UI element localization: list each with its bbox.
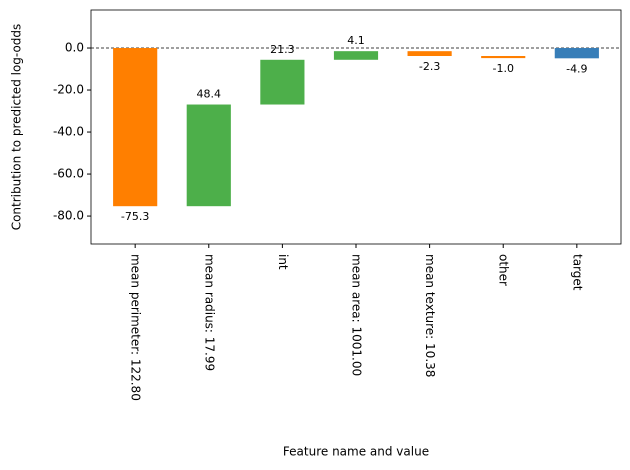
bar	[407, 51, 452, 57]
bar	[186, 104, 231, 207]
data-label: 48.4	[197, 88, 222, 101]
data-label: -4.9	[566, 62, 587, 75]
bar	[481, 56, 526, 59]
x-tick-label: int	[276, 254, 290, 270]
y-tick-label: -60.0	[53, 167, 84, 181]
data-label: 4.1	[347, 34, 365, 47]
data-label: 21.3	[270, 43, 295, 56]
y-tick-label: -80.0	[53, 209, 84, 223]
x-tick-label: mean texture: 10.38	[423, 254, 437, 377]
x-tick-label: mean radius: 17.99	[202, 254, 216, 371]
bar	[333, 51, 379, 60]
y-tick-label: -20.0	[53, 83, 84, 97]
x-tick-label: mean area: 1001.00	[350, 254, 364, 376]
y-tick-label: 0.0	[65, 41, 84, 55]
x-tick-label: mean perimeter: 122.80	[129, 254, 143, 401]
bar	[113, 48, 158, 207]
x-tick-label: target	[570, 254, 584, 291]
bar	[260, 59, 305, 105]
plot-frame	[90, 9, 622, 245]
data-label: -2.3	[419, 60, 440, 73]
y-tick-label: -40.0	[53, 125, 84, 139]
data-label: -75.3	[121, 210, 149, 223]
y-axis-label: Contribution to predicted log-odds	[10, 24, 24, 231]
x-axis-label: Feature name and value	[283, 445, 429, 459]
data-label: -1.0	[492, 62, 513, 75]
bar	[554, 48, 599, 59]
x-tick-label: other	[497, 254, 511, 286]
